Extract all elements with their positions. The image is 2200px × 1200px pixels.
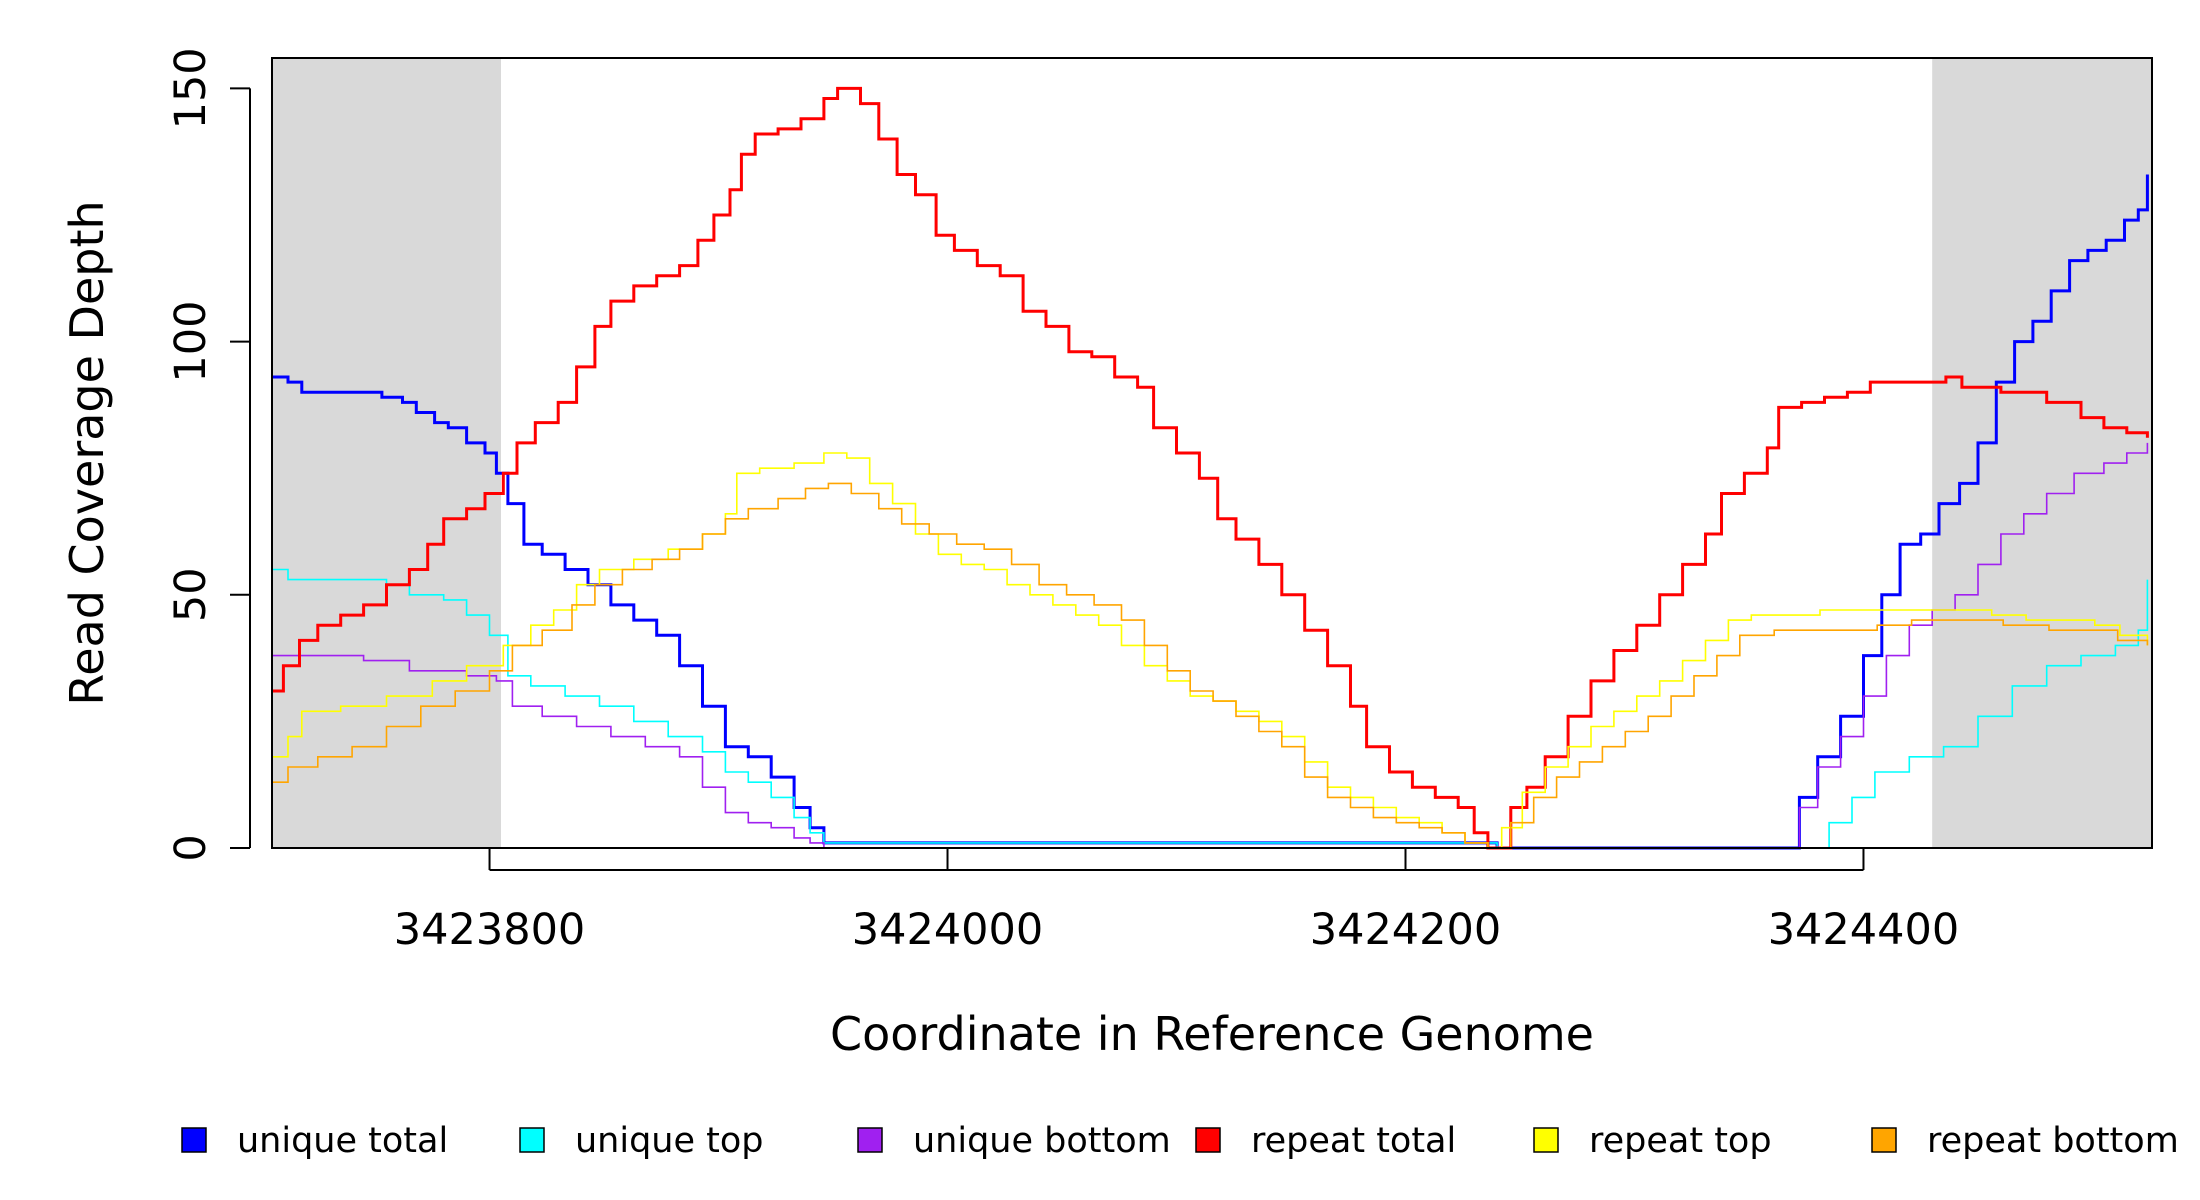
y-tick-label: 150 (166, 47, 216, 129)
y-tick-label: 100 (166, 301, 216, 383)
legend-label: unique total (237, 1121, 448, 1161)
x-tick-label: 3424400 (1768, 905, 1960, 955)
series-line-unique-top (272, 568, 2149, 849)
plot-frame (271, 57, 2153, 849)
x-tick-label: 3423800 (394, 905, 586, 955)
x-tick-label: 3424200 (1310, 905, 1502, 955)
shaded-regions (272, 58, 2152, 848)
legend-label: unique bottom (913, 1121, 1171, 1161)
legend-label: repeat top (1589, 1121, 1772, 1161)
series-line-unique-bottom (272, 442, 2149, 849)
y-tick-label: 0 (166, 834, 216, 861)
legend-label: unique top (575, 1121, 764, 1161)
x-axis: 3423800 3424000 3424200 3424400 (394, 848, 1959, 955)
legend-label: repeat total (1251, 1121, 1456, 1161)
legend-swatch (519, 1127, 545, 1153)
shaded-region-1 (272, 58, 501, 848)
legend-swatch (1533, 1127, 1559, 1153)
series-lines (272, 86, 2149, 850)
series-line-repeat-bottom (272, 482, 2149, 849)
series-line-repeat-total (272, 86, 2149, 850)
legend-swatch (1871, 1127, 1897, 1153)
legend: unique total unique top unique bottom repea… (181, 1121, 2179, 1161)
legend-label: repeat bottom (1927, 1121, 2179, 1161)
shaded-region-2 (1932, 58, 2152, 848)
y-axis: 0 50 100 150 (166, 47, 251, 862)
legend-swatch (857, 1127, 883, 1153)
y-tick-label: 50 (166, 567, 216, 622)
x-tick-label: 3424000 (852, 905, 1044, 955)
x-axis-title: Coordinate in Reference Genome (830, 1007, 1594, 1061)
series-line-unique-total (272, 174, 2149, 850)
y-axis-title: Read Coverage Depth (60, 200, 114, 705)
legend-swatch (181, 1127, 207, 1153)
legend-swatch (1195, 1127, 1221, 1153)
series-line-repeat-top (272, 452, 2149, 849)
